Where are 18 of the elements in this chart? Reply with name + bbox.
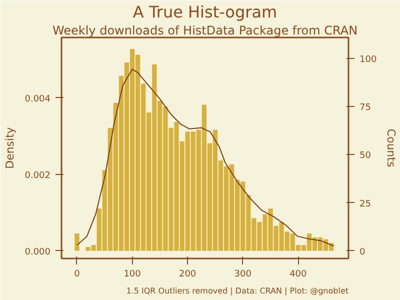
y2-axis-title: Counts: [384, 128, 398, 168]
x-tick-label: 300: [234, 270, 252, 280]
x-tick-label: 100: [124, 270, 142, 280]
y-tick-label: 0.004: [24, 94, 51, 104]
y2-tick-label: 75: [360, 103, 371, 114]
y-tick-label: 0.002: [24, 170, 50, 181]
y2-tick-label: 50: [360, 151, 372, 162]
x-tick-label: 200: [178, 270, 196, 280]
y2-tick-label: 25: [360, 199, 371, 210]
x-tick-label: 0: [74, 270, 80, 280]
y-axis-title: Density: [4, 126, 17, 169]
chart-title: A True Hist-ogram: [132, 2, 278, 22]
x-tick-label: 400: [290, 270, 308, 280]
y2-tick-label: 0: [360, 247, 366, 258]
chart-subtitle: Weekly downloads of HistData Package from CRAN: [52, 24, 358, 38]
text: 1.5 IQR Outliers removed | Data: CRAN | Plot: @gnoblet: [126, 286, 348, 296]
y2-tick-label: 100: [360, 55, 377, 66]
y-tick-label: 0.000: [24, 247, 51, 258]
